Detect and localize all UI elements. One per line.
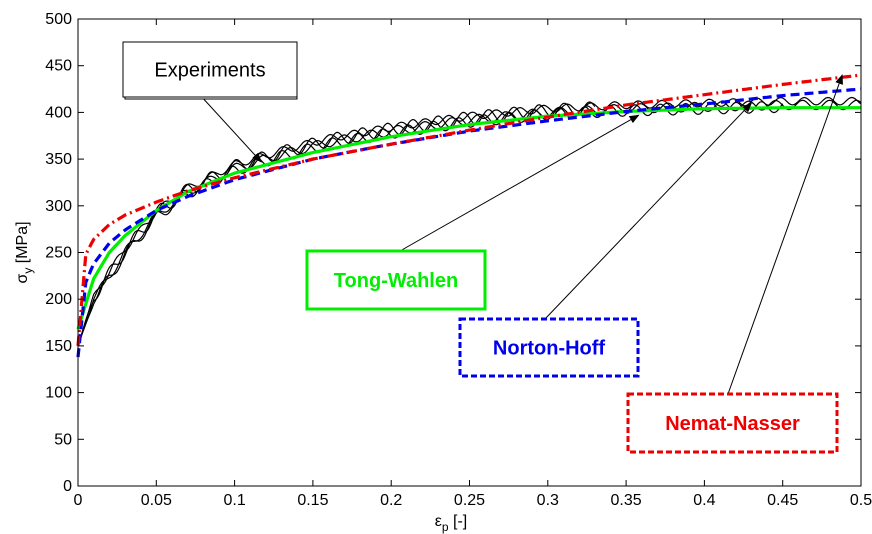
annotation-box-experiments xyxy=(122,41,298,98)
series-line-nemat-nasser xyxy=(76,73,862,347)
x-tick-label: 0.15 xyxy=(297,492,328,509)
y-label-subscript: y xyxy=(21,268,35,274)
x-label-unit: [-] xyxy=(449,513,468,530)
annotation-arrow-tong-wahlen xyxy=(399,114,640,252)
x-label-symbol: ε xyxy=(435,513,442,530)
y-axis-label: σy [MPa] xyxy=(14,221,35,283)
y-tick-label: 100 xyxy=(45,385,72,402)
annotation-box-nemat-nasser xyxy=(626,392,839,454)
y-tick-label: 500 xyxy=(45,11,72,28)
axes xyxy=(77,18,862,487)
annotation-arrow-experiments xyxy=(199,94,262,163)
y-tick-label: 400 xyxy=(45,104,72,121)
annotation-label-tong-wahlen: Tong-Wahlen xyxy=(334,270,458,292)
x-tick-label: 0.5 xyxy=(850,492,872,509)
x-tick-label: 0 xyxy=(74,492,83,509)
annotation-label-experiments: Experiments xyxy=(154,60,265,82)
annotation-label-norton-hoff: Norton-Hoff xyxy=(493,338,606,360)
y-tick-label: 50 xyxy=(54,431,72,448)
experiment-curve-4 xyxy=(77,96,862,347)
y-tick-label: 150 xyxy=(45,338,72,355)
annotation-box-norton-hoff xyxy=(458,317,640,378)
x-axis-label: εp [-] xyxy=(435,513,468,534)
y-tick-label: 450 xyxy=(45,58,72,75)
y-label-unit: [MPa] xyxy=(14,221,31,267)
x-tick-label: 0.2 xyxy=(380,492,402,509)
y-tick-label: 350 xyxy=(45,151,72,168)
x-tick-label: 0.05 xyxy=(141,492,172,509)
x-tick-label: 0.1 xyxy=(223,492,245,509)
x-tick-label: 0.25 xyxy=(454,492,485,509)
y-tick-label: 200 xyxy=(45,291,72,308)
annotation-arrow-nemat-nasser xyxy=(727,74,843,395)
annotations: Experiments Tong-Wahlen Norton-Hoff Nemat-N… xyxy=(122,41,843,454)
x-tick-label: 0.35 xyxy=(611,492,642,509)
annotation-label-nemat-nasser: Nemat-Nasser xyxy=(665,413,800,435)
y-tick-label: 0 xyxy=(63,478,72,495)
annotation-arrow-norton-hoff xyxy=(544,102,753,320)
x-tick-label: 0.4 xyxy=(693,492,715,509)
x-tick-label: 0.45 xyxy=(767,492,798,509)
y-tick-label: 250 xyxy=(45,245,72,262)
x-label-subscript: p xyxy=(442,520,449,534)
x-tick-label: 0.3 xyxy=(537,492,559,509)
series-line-tong-wahlen xyxy=(76,106,861,330)
y-label-symbol: σ xyxy=(14,274,31,284)
plot-lines xyxy=(76,73,862,358)
annotation-box-tong-wahlen xyxy=(305,249,487,311)
y-tick-label: 300 xyxy=(45,198,72,215)
tick-labels: 0 0.05 0.1 0.15 0.2 0.25 0.3 0.35 0.4 0.45 0.5 0 50 1… xyxy=(45,11,872,509)
